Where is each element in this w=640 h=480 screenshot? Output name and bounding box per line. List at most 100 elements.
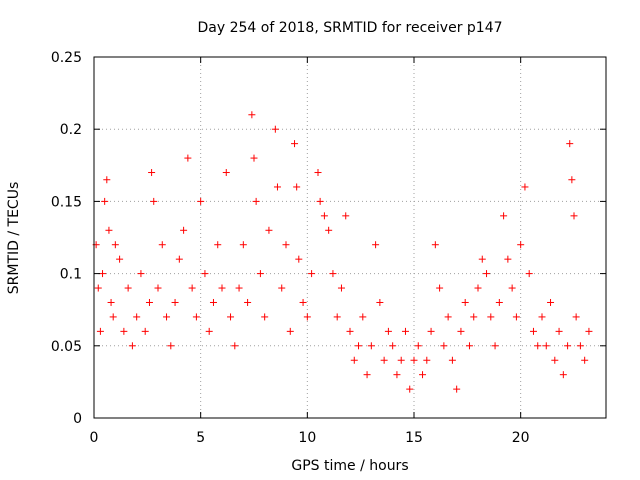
data-point — [427, 327, 435, 335]
data-point — [478, 255, 486, 263]
x-tick-label: 5 — [196, 430, 205, 446]
data-point — [239, 241, 247, 249]
data-point — [508, 284, 516, 292]
data-point — [261, 313, 269, 321]
data-point — [273, 183, 281, 191]
data-point — [111, 241, 119, 249]
data-point — [465, 342, 473, 350]
data-point — [105, 226, 113, 234]
data-point — [150, 197, 158, 205]
data-point — [265, 226, 273, 234]
y-tick-label: 0.1 — [60, 267, 82, 283]
x-tick-label: 20 — [512, 430, 530, 446]
data-point — [517, 241, 525, 249]
data-point — [184, 154, 192, 162]
data-point — [99, 270, 107, 278]
data-point — [96, 327, 104, 335]
data-point — [201, 270, 209, 278]
data-point — [512, 313, 520, 321]
data-point — [474, 284, 482, 292]
data-point — [551, 356, 559, 364]
data-point — [453, 385, 461, 393]
data-point — [355, 342, 363, 350]
data-point — [205, 327, 213, 335]
data-point — [109, 313, 117, 321]
data-point — [566, 140, 574, 148]
data-point — [116, 255, 124, 263]
data-point — [414, 342, 422, 350]
data-point — [542, 342, 550, 350]
data-point — [461, 298, 469, 306]
y-tick-label: 0.05 — [51, 339, 82, 355]
data-point — [325, 226, 333, 234]
data-points — [92, 111, 593, 393]
data-point — [128, 342, 136, 350]
data-point — [244, 298, 252, 306]
x-axis-label: GPS time / hours — [291, 458, 408, 474]
x-tick-label: 0 — [90, 430, 99, 446]
data-point — [271, 125, 279, 133]
data-point — [529, 327, 537, 335]
data-point — [457, 327, 465, 335]
x-tick-label: 15 — [405, 430, 423, 446]
data-point — [337, 284, 345, 292]
data-point — [581, 356, 589, 364]
data-point — [367, 342, 375, 350]
data-point — [133, 313, 141, 321]
data-point — [363, 371, 371, 379]
data-point — [547, 298, 555, 306]
y-tick-label: 0 — [73, 411, 82, 427]
data-point — [376, 298, 384, 306]
tick-labels: 0 5 10 15 20 0 0.05 0.1 0.15 0.2 0.25 — [51, 50, 530, 446]
data-point — [444, 313, 452, 321]
data-point — [504, 255, 512, 263]
data-point — [218, 284, 226, 292]
data-point — [227, 313, 235, 321]
data-point — [440, 342, 448, 350]
data-point — [483, 270, 491, 278]
data-point — [389, 342, 397, 350]
data-point — [401, 327, 409, 335]
data-point — [495, 298, 503, 306]
data-point — [570, 212, 578, 220]
data-point — [299, 298, 307, 306]
data-point — [137, 270, 145, 278]
data-point — [410, 356, 418, 364]
y-tick-label: 0.15 — [51, 194, 82, 210]
data-point — [192, 313, 200, 321]
y-axis-label: SRMTID / TECUs — [6, 182, 22, 295]
data-point — [397, 356, 405, 364]
data-point — [576, 342, 584, 350]
plot-frame — [93, 56, 607, 419]
data-point — [120, 327, 128, 335]
data-point — [163, 313, 171, 321]
data-point — [380, 356, 388, 364]
data-point — [282, 241, 290, 249]
data-point — [101, 197, 109, 205]
data-point — [500, 212, 508, 220]
data-point — [252, 197, 260, 205]
data-point — [585, 327, 593, 335]
data-point — [303, 313, 311, 321]
data-point — [124, 284, 132, 292]
data-point — [209, 298, 217, 306]
data-point — [158, 241, 166, 249]
data-point — [559, 371, 567, 379]
data-point — [248, 111, 256, 119]
data-point — [534, 342, 542, 350]
data-point — [521, 183, 529, 191]
data-point — [188, 284, 196, 292]
data-point — [308, 270, 316, 278]
data-point — [423, 356, 431, 364]
data-point — [231, 342, 239, 350]
data-point — [214, 241, 222, 249]
data-point — [372, 241, 380, 249]
data-point — [235, 284, 243, 292]
data-point — [295, 255, 303, 263]
data-point — [491, 342, 499, 350]
data-point — [333, 313, 341, 321]
grid-lines — [94, 57, 606, 418]
data-point — [419, 371, 427, 379]
data-point — [175, 255, 183, 263]
